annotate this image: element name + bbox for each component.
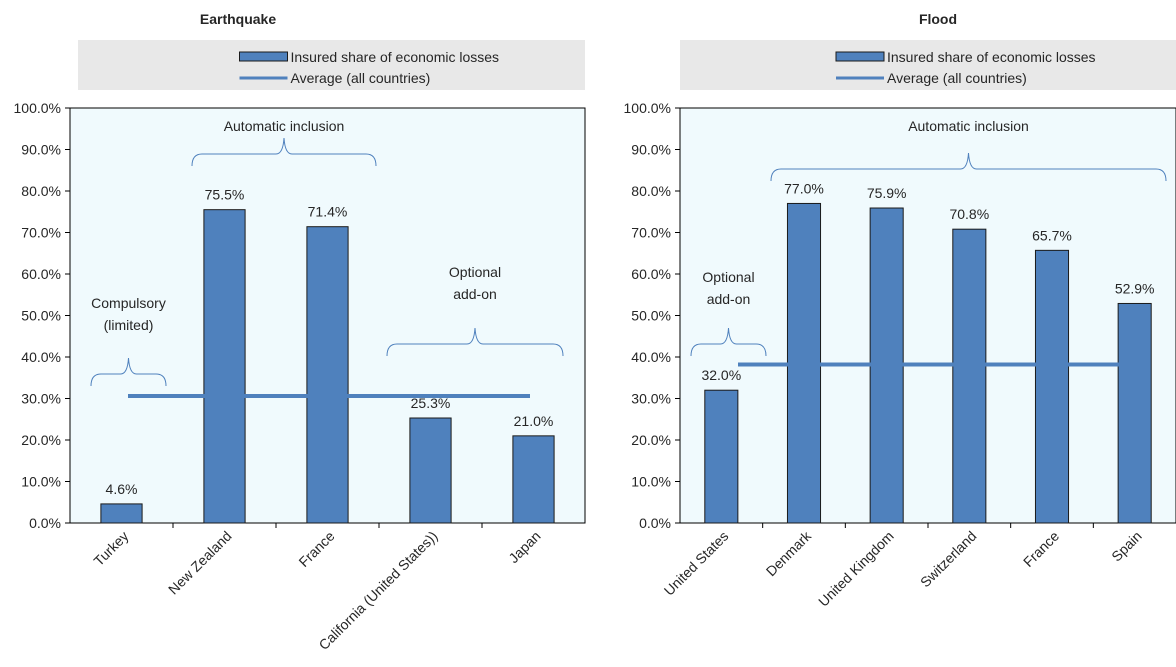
annotation-bracket: [770, 152, 1167, 182]
y-tick-label: 0.0%: [639, 515, 671, 531]
x-tick-label: Denmark: [763, 527, 815, 579]
data-label: 52.9%: [1115, 280, 1155, 296]
x-tick-label: United Kingdom: [815, 528, 897, 610]
bar: [952, 228, 987, 524]
annotation-bracket: [690, 327, 767, 357]
annotation-text: Compulsory: [91, 295, 166, 311]
x-tick-label: France: [1020, 528, 1062, 570]
bar: [203, 209, 246, 524]
x-tick-label: New Zealand: [165, 528, 235, 598]
legend-bar-swatch: [835, 51, 885, 62]
annotation-bracket: [90, 357, 167, 387]
data-label: 77.0%: [784, 180, 824, 196]
data-label: 71.4%: [308, 204, 348, 220]
y-tick-label: 10.0%: [21, 474, 61, 490]
data-label: 75.9%: [867, 185, 907, 201]
legend-entry-bars: Insured share of economic losses: [291, 49, 500, 65]
y-tick-label: 30.0%: [21, 391, 61, 407]
x-tick-label: Spain: [1108, 528, 1145, 565]
data-label: 25.3%: [411, 395, 451, 411]
bar: [512, 435, 555, 524]
annotation-text: (limited): [104, 317, 154, 333]
y-tick-label: 90.0%: [631, 142, 671, 158]
bar: [306, 226, 349, 524]
bar: [704, 389, 739, 524]
bar: [409, 417, 452, 524]
y-tick-label: 0.0%: [29, 515, 61, 531]
y-tick-label: 20.0%: [631, 432, 671, 448]
y-tick-label: 70.0%: [21, 225, 61, 241]
x-tick-label: United States: [661, 528, 732, 599]
y-tick-label: 100.0%: [14, 100, 61, 116]
chart-title: Flood: [919, 11, 957, 27]
plot-area: [679, 107, 1176, 524]
annotation-text: add-on: [707, 291, 751, 307]
legend-bar-swatch: [239, 51, 288, 62]
chart-panel-earthquake: Earthquake Insured share of economic loss…: [14, 11, 586, 653]
annotation-bracket: [386, 327, 564, 357]
x-tick-label: Switzerland: [917, 528, 979, 590]
x-tick-label: Turkey: [90, 528, 131, 569]
chart-panel-flood: Flood Insured share of economic losses Ave…: [624, 11, 1176, 610]
x-tick-label: France: [295, 528, 337, 570]
y-tick-label: 50.0%: [21, 308, 61, 324]
y-tick-label: 40.0%: [631, 349, 671, 365]
legend-box: [78, 40, 585, 90]
data-label: 32.0%: [701, 367, 741, 383]
y-tick-label: 100.0%: [624, 100, 671, 116]
x-tick-label: Japan: [505, 528, 543, 566]
y-tick-label: 80.0%: [631, 183, 671, 199]
y-tick-label: 10.0%: [631, 474, 671, 490]
data-label: 4.6%: [106, 481, 138, 497]
annotation-text: Automatic inclusion: [908, 118, 1029, 134]
annotation-text: Optional: [702, 269, 754, 285]
y-tick-label: 60.0%: [21, 266, 61, 282]
data-label: 70.8%: [949, 206, 989, 222]
y-tick-label: 60.0%: [631, 266, 671, 282]
y-tick-label: 90.0%: [21, 142, 61, 158]
y-tick-label: 30.0%: [631, 391, 671, 407]
legend-entry-average: Average (all countries): [887, 70, 1027, 86]
y-tick-label: 40.0%: [21, 349, 61, 365]
bar: [1034, 249, 1070, 524]
legend-entry-average: Average (all countries): [291, 70, 431, 86]
legend-box: [680, 40, 1176, 90]
y-tick-label: 70.0%: [631, 225, 671, 241]
y-tick-label: 20.0%: [21, 432, 61, 448]
data-label: 75.5%: [205, 187, 245, 203]
bar: [100, 503, 143, 524]
annotation-text: Automatic inclusion: [224, 118, 345, 134]
y-tick-label: 50.0%: [631, 308, 671, 324]
x-tick-label: California (United States)): [315, 528, 440, 653]
chart-title: Earthquake: [200, 11, 276, 27]
annotation-text: add-on: [453, 286, 497, 302]
data-label: 65.7%: [1032, 227, 1072, 243]
data-label: 21.0%: [514, 413, 554, 429]
legend-entry-bars: Insured share of economic losses: [887, 49, 1096, 65]
annotation-bracket: [191, 137, 377, 167]
y-tick-label: 80.0%: [21, 183, 61, 199]
bar: [1117, 302, 1152, 524]
annotation-text: Optional: [449, 264, 501, 280]
